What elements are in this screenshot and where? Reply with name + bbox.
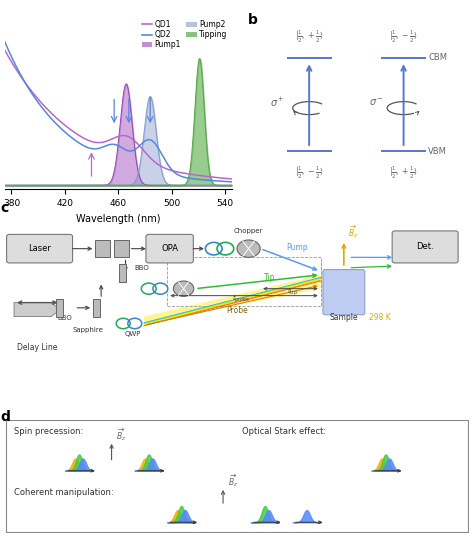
Bar xyxy=(167,257,320,306)
Text: VBM: VBM xyxy=(428,147,447,156)
Text: 298 K: 298 K xyxy=(369,313,391,322)
Text: Delay Line: Delay Line xyxy=(17,343,57,351)
Text: Sapphire: Sapphire xyxy=(73,327,104,333)
Bar xyxy=(95,240,110,257)
Bar xyxy=(114,240,129,257)
Text: $\overrightarrow{B_z}$: $\overrightarrow{B_z}$ xyxy=(348,223,359,240)
Text: Spin precession:: Spin precession: xyxy=(14,427,83,436)
X-axis label: Wavelength (nm): Wavelength (nm) xyxy=(76,214,160,224)
Text: $t_{\rm tip}$: $t_{\rm tip}$ xyxy=(287,286,298,298)
FancyBboxPatch shape xyxy=(323,269,365,315)
Bar xyxy=(56,299,63,317)
Text: Probe: Probe xyxy=(226,306,248,315)
Text: $\overrightarrow{B_z}$: $\overrightarrow{B_z}$ xyxy=(228,472,238,489)
Bar xyxy=(93,299,100,317)
Bar xyxy=(118,264,126,282)
Circle shape xyxy=(173,281,194,296)
Text: Laser: Laser xyxy=(28,244,51,253)
FancyBboxPatch shape xyxy=(146,234,193,263)
Legend: QD1, QD2, Pump1, Pump2, Tipping: QD1, QD2, Pump1, Pump2, Tipping xyxy=(142,20,228,50)
Text: Sample: Sample xyxy=(329,313,358,322)
Text: Det.: Det. xyxy=(416,243,434,251)
Polygon shape xyxy=(144,275,320,324)
Text: Coherent manipulation:: Coherent manipulation: xyxy=(14,488,114,497)
Text: Pump: Pump xyxy=(287,243,308,252)
Text: BBO: BBO xyxy=(135,264,150,270)
Text: $\overrightarrow{B_z}$: $\overrightarrow{B_z}$ xyxy=(116,426,127,443)
Text: d: d xyxy=(0,410,10,424)
Text: $t_{\rm probe}$: $t_{\rm probe}$ xyxy=(232,293,251,305)
Text: $|\frac{1}{2},+\frac{1}{2}\rangle$: $|\frac{1}{2},+\frac{1}{2}\rangle$ xyxy=(295,29,324,45)
Text: Tip: Tip xyxy=(264,273,275,282)
Text: Chopper: Chopper xyxy=(234,228,263,234)
Text: $\sigma^-$: $\sigma^-$ xyxy=(369,97,384,108)
FancyBboxPatch shape xyxy=(7,234,73,263)
FancyArrow shape xyxy=(14,302,61,317)
Circle shape xyxy=(237,240,260,257)
FancyBboxPatch shape xyxy=(392,231,458,263)
Text: c: c xyxy=(0,201,9,215)
Text: OPA: OPA xyxy=(161,244,178,253)
Text: $|\frac{1}{2},-\frac{1}{2}\rangle$: $|\frac{1}{2},-\frac{1}{2}\rangle$ xyxy=(389,29,418,45)
Text: CBM: CBM xyxy=(428,53,447,63)
Text: $\sigma^+$: $\sigma^+$ xyxy=(270,96,285,109)
Text: BBO: BBO xyxy=(58,315,73,321)
Text: $|\frac{1}{2},+\frac{1}{2}\rangle$: $|\frac{1}{2},+\frac{1}{2}\rangle$ xyxy=(389,164,418,181)
Text: QWP: QWP xyxy=(124,331,141,337)
Text: b: b xyxy=(247,13,257,27)
Text: Optical Stark effect:: Optical Stark effect: xyxy=(242,427,326,436)
Text: $|\frac{1}{2},-\frac{1}{2}\rangle$: $|\frac{1}{2},-\frac{1}{2}\rangle$ xyxy=(295,164,324,181)
